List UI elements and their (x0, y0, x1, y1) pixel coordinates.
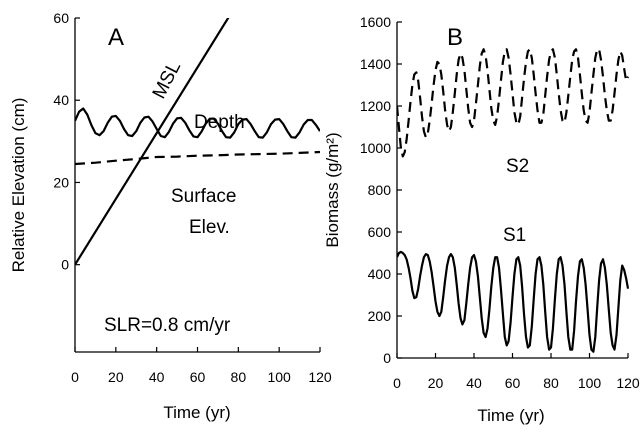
annotation-elev: Elev. (189, 217, 230, 238)
panel-a-y-tick-label: 60 (53, 10, 69, 26)
panel-a-x-axis-title: Time (yr) (163, 403, 230, 422)
panel-b-y-tick-label: 0 (383, 350, 391, 366)
annotation-slr: SLR=0.8 cm/yr (104, 315, 231, 336)
panel-b-x-tick-label: 60 (505, 375, 521, 391)
annotation-s2: S2 (506, 156, 529, 177)
panel-b-y-tick-label: 1200 (360, 98, 391, 114)
panel-b-y-tick-label: 600 (368, 224, 392, 240)
panel-a-x-tick-label: 120 (308, 369, 332, 385)
panel-a-y-tick-label: 40 (53, 92, 69, 108)
panel-b-series-s1-line (397, 250, 630, 353)
annotation-depth: Depth (194, 112, 245, 133)
panel-b-x-tick-label: 20 (428, 375, 444, 391)
panel-b-y-tick-label: 200 (368, 308, 392, 324)
panel-a-x-tick-label: 40 (149, 369, 165, 385)
panel-a-x-tick-label: 20 (108, 369, 124, 385)
panel-b-y-tick-label: 1600 (360, 14, 391, 30)
panel-a-y-axis-title: Relative Elevation (cm) (9, 98, 28, 273)
panel-b-series-s2-line (397, 48, 630, 158)
panel-a-x-tick-label: 100 (267, 369, 291, 385)
panel-a-x-tick-label: 60 (190, 369, 206, 385)
panel-a-series-depth-line (75, 107, 320, 139)
panel-a-series-msl-line (75, 18, 230, 266)
panel-b-y-tick-label: 1400 (360, 56, 391, 72)
panel-a-x-tick-label: 80 (231, 369, 247, 385)
panel-b-x-tick-label: 100 (578, 375, 602, 391)
panel-b-x-tick-label: 120 (616, 375, 640, 391)
panel-b-y-tick-label: 800 (368, 182, 392, 198)
panel-b-x-tick-label: 80 (543, 375, 559, 391)
annotation-surface: Surface (171, 186, 236, 207)
panel-b-x-axis-title: Time (yr) (477, 406, 544, 425)
panel-b-x-tick-label: 0 (393, 375, 401, 391)
panel-a-x-tick-label: 0 (71, 369, 79, 385)
panel-b-y-axis-title: Biomass (g/m²) (323, 132, 342, 247)
annotation-s1: S1 (503, 225, 526, 246)
panel-b-letter: B (447, 24, 463, 51)
panel-a-series-surface-elev-line (75, 150, 320, 166)
panel-b-y-tick-label: 1000 (360, 140, 391, 156)
panel-b-y-tick-label: 400 (368, 266, 392, 282)
panel-b-x-tick-label: 40 (466, 375, 482, 391)
panel-a-y-tick-label: 20 (53, 174, 69, 190)
panel-a-y-tick-label: 0 (61, 257, 69, 273)
panel-b-chart: 0 200 400 600 800 1000 1200 1400 1600 0 20 40 60 80 1… (323, 14, 640, 425)
panel-a-letter: A (108, 24, 124, 51)
